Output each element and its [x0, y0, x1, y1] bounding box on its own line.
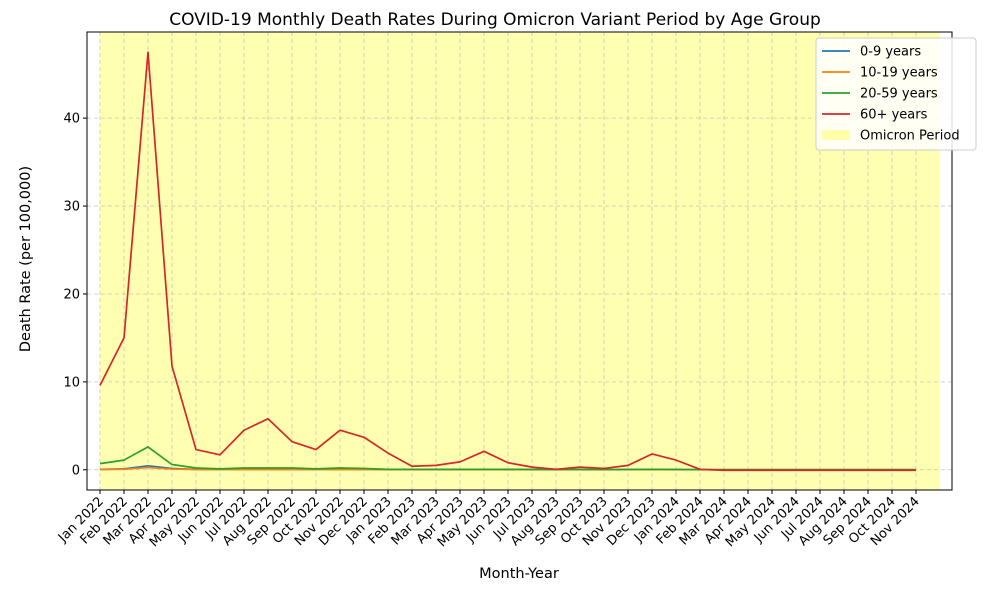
y-tick-label: 0 [72, 463, 80, 478]
series-line-60-years [99, 51, 916, 472]
plot-frame [86, 31, 953, 491]
omicron-period-shading [100, 32, 940, 490]
x-axis-label: Month-Year [479, 566, 559, 582]
legend-label: 60+ years [860, 108, 928, 123]
y-tick-label: 20 [63, 287, 80, 302]
y-tick-label: 40 [63, 112, 80, 127]
legend-label: Omicron Period [860, 129, 960, 144]
y-axis-label: Death Rate (per 100,000) [18, 166, 34, 352]
legend-label: 20-59 years [860, 87, 938, 102]
y-tick-label: 30 [63, 200, 80, 215]
legend: 0-9 years 10-19 years 20-59 years 60+ years… [815, 37, 977, 151]
grid-lines [87, 32, 952, 490]
y-tick-label: 10 [63, 375, 80, 390]
legend-swatch [822, 130, 850, 140]
legend-label: 10-19 years [860, 66, 938, 81]
legend-box [815, 37, 977, 151]
legend-label: 0-9 years [860, 45, 921, 60]
chart-title: COVID-19 Monthly Death Rates During Omic… [169, 10, 821, 30]
